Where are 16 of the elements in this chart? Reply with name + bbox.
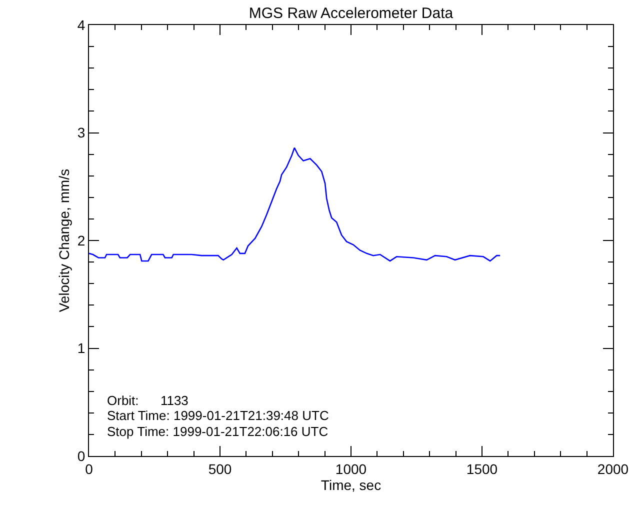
y-tick-label: 0 (77, 448, 86, 464)
y-tick-label: 4 (77, 16, 86, 33)
x-tick-label: 1500 (466, 460, 498, 477)
annotation: Stop Time: 1999-01-21T22:06:16 UTC (107, 424, 328, 439)
chart-title: MGS Raw Accelerometer Data (248, 5, 454, 22)
y-tick-label: 1 (77, 340, 86, 356)
annotation: Orbit: 1133 (107, 393, 188, 408)
x-axis-title: Time, sec (320, 477, 382, 494)
x-tick-label: 2000 (597, 460, 629, 477)
line-series (89, 147, 501, 262)
x-tick-label: 1000 (335, 460, 367, 477)
y-axis-title: Velocity Change, mm/s (56, 168, 72, 312)
x-tick-label: 500 (208, 460, 232, 477)
y-tick-label: 3 (77, 124, 86, 141)
y-tick-label: 2 (77, 232, 86, 248)
annotation: Start Time: 1999-01-21T21:39:48 UTC (107, 408, 329, 423)
